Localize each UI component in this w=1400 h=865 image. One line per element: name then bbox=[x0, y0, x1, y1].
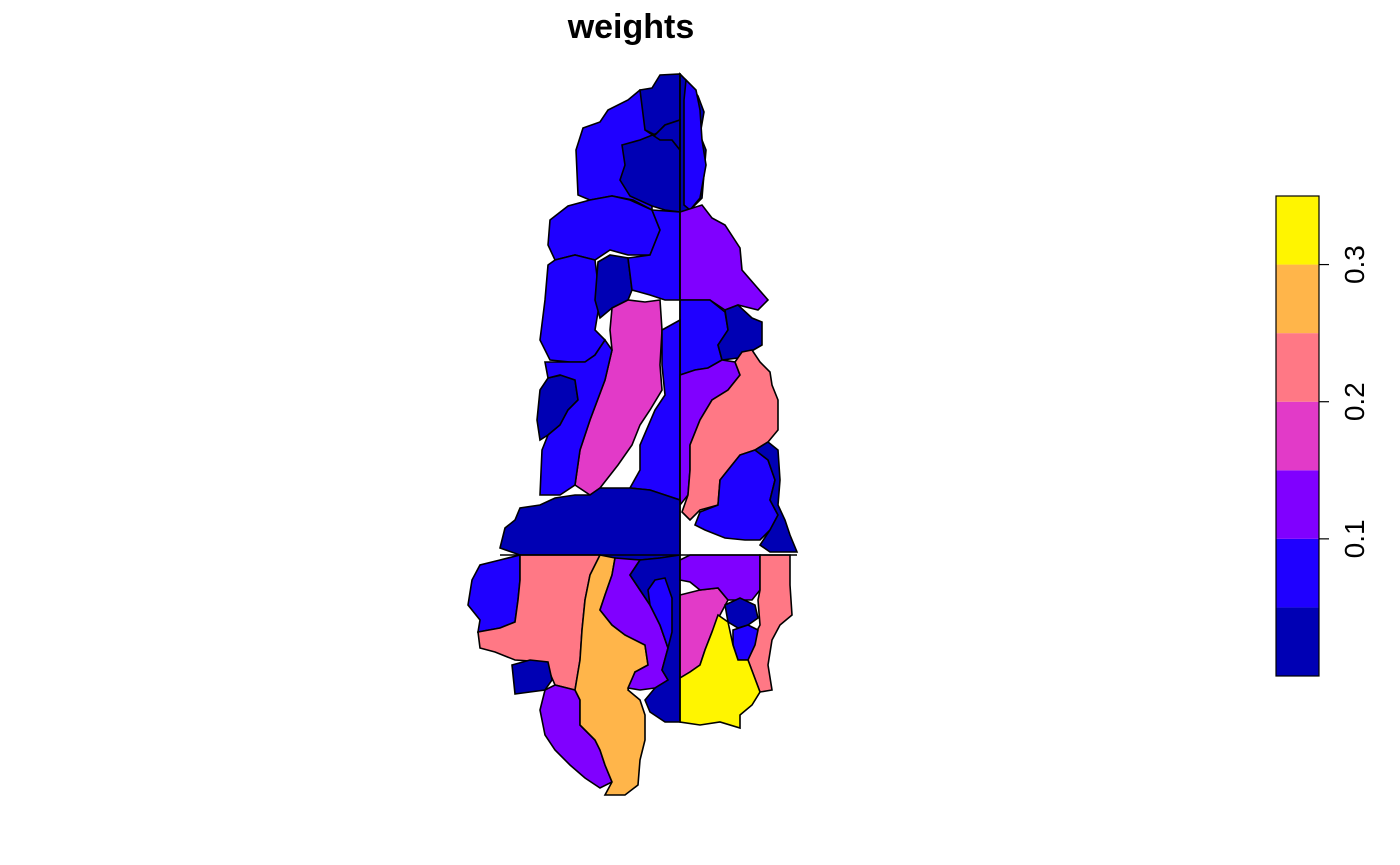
region-sw-blue bbox=[467, 553, 521, 633]
region-se-yellow bbox=[679, 613, 761, 730]
legend-swatch bbox=[1276, 196, 1319, 265]
map-regions bbox=[467, 72, 799, 796]
legend-frame bbox=[1275, 195, 1320, 677]
region-sw-dark bbox=[511, 659, 553, 695]
legend-tick-label: 0.3 bbox=[1339, 245, 1370, 284]
legend-tick-label: 0.2 bbox=[1339, 382, 1370, 421]
region-se-dark bbox=[724, 597, 759, 629]
region-n-west-mid bbox=[547, 195, 661, 261]
region-e-dark-lower bbox=[753, 441, 799, 553]
legend-swatch bbox=[1276, 470, 1319, 539]
legend-swatch bbox=[1276, 264, 1319, 334]
color-legend: 0.1 0.2 0.3 bbox=[1275, 195, 1370, 677]
region-n-right-strip bbox=[683, 78, 707, 212]
map-title: weights bbox=[567, 8, 695, 46]
legend-swatch bbox=[1276, 538, 1319, 608]
legend-swatch bbox=[1276, 401, 1319, 471]
legend-tick-label: 0.1 bbox=[1339, 519, 1370, 558]
region-n-west-mid-2 bbox=[539, 254, 607, 363]
legend-swatch bbox=[1276, 607, 1319, 676]
region-s-blue-center bbox=[647, 577, 673, 651]
legend-swatch bbox=[1276, 333, 1319, 402]
region-ne-purple bbox=[679, 204, 770, 311]
region-w-lower-blue bbox=[539, 338, 613, 496]
region-mid-dark-band bbox=[499, 487, 681, 561]
region-se-salmon bbox=[747, 554, 793, 693]
